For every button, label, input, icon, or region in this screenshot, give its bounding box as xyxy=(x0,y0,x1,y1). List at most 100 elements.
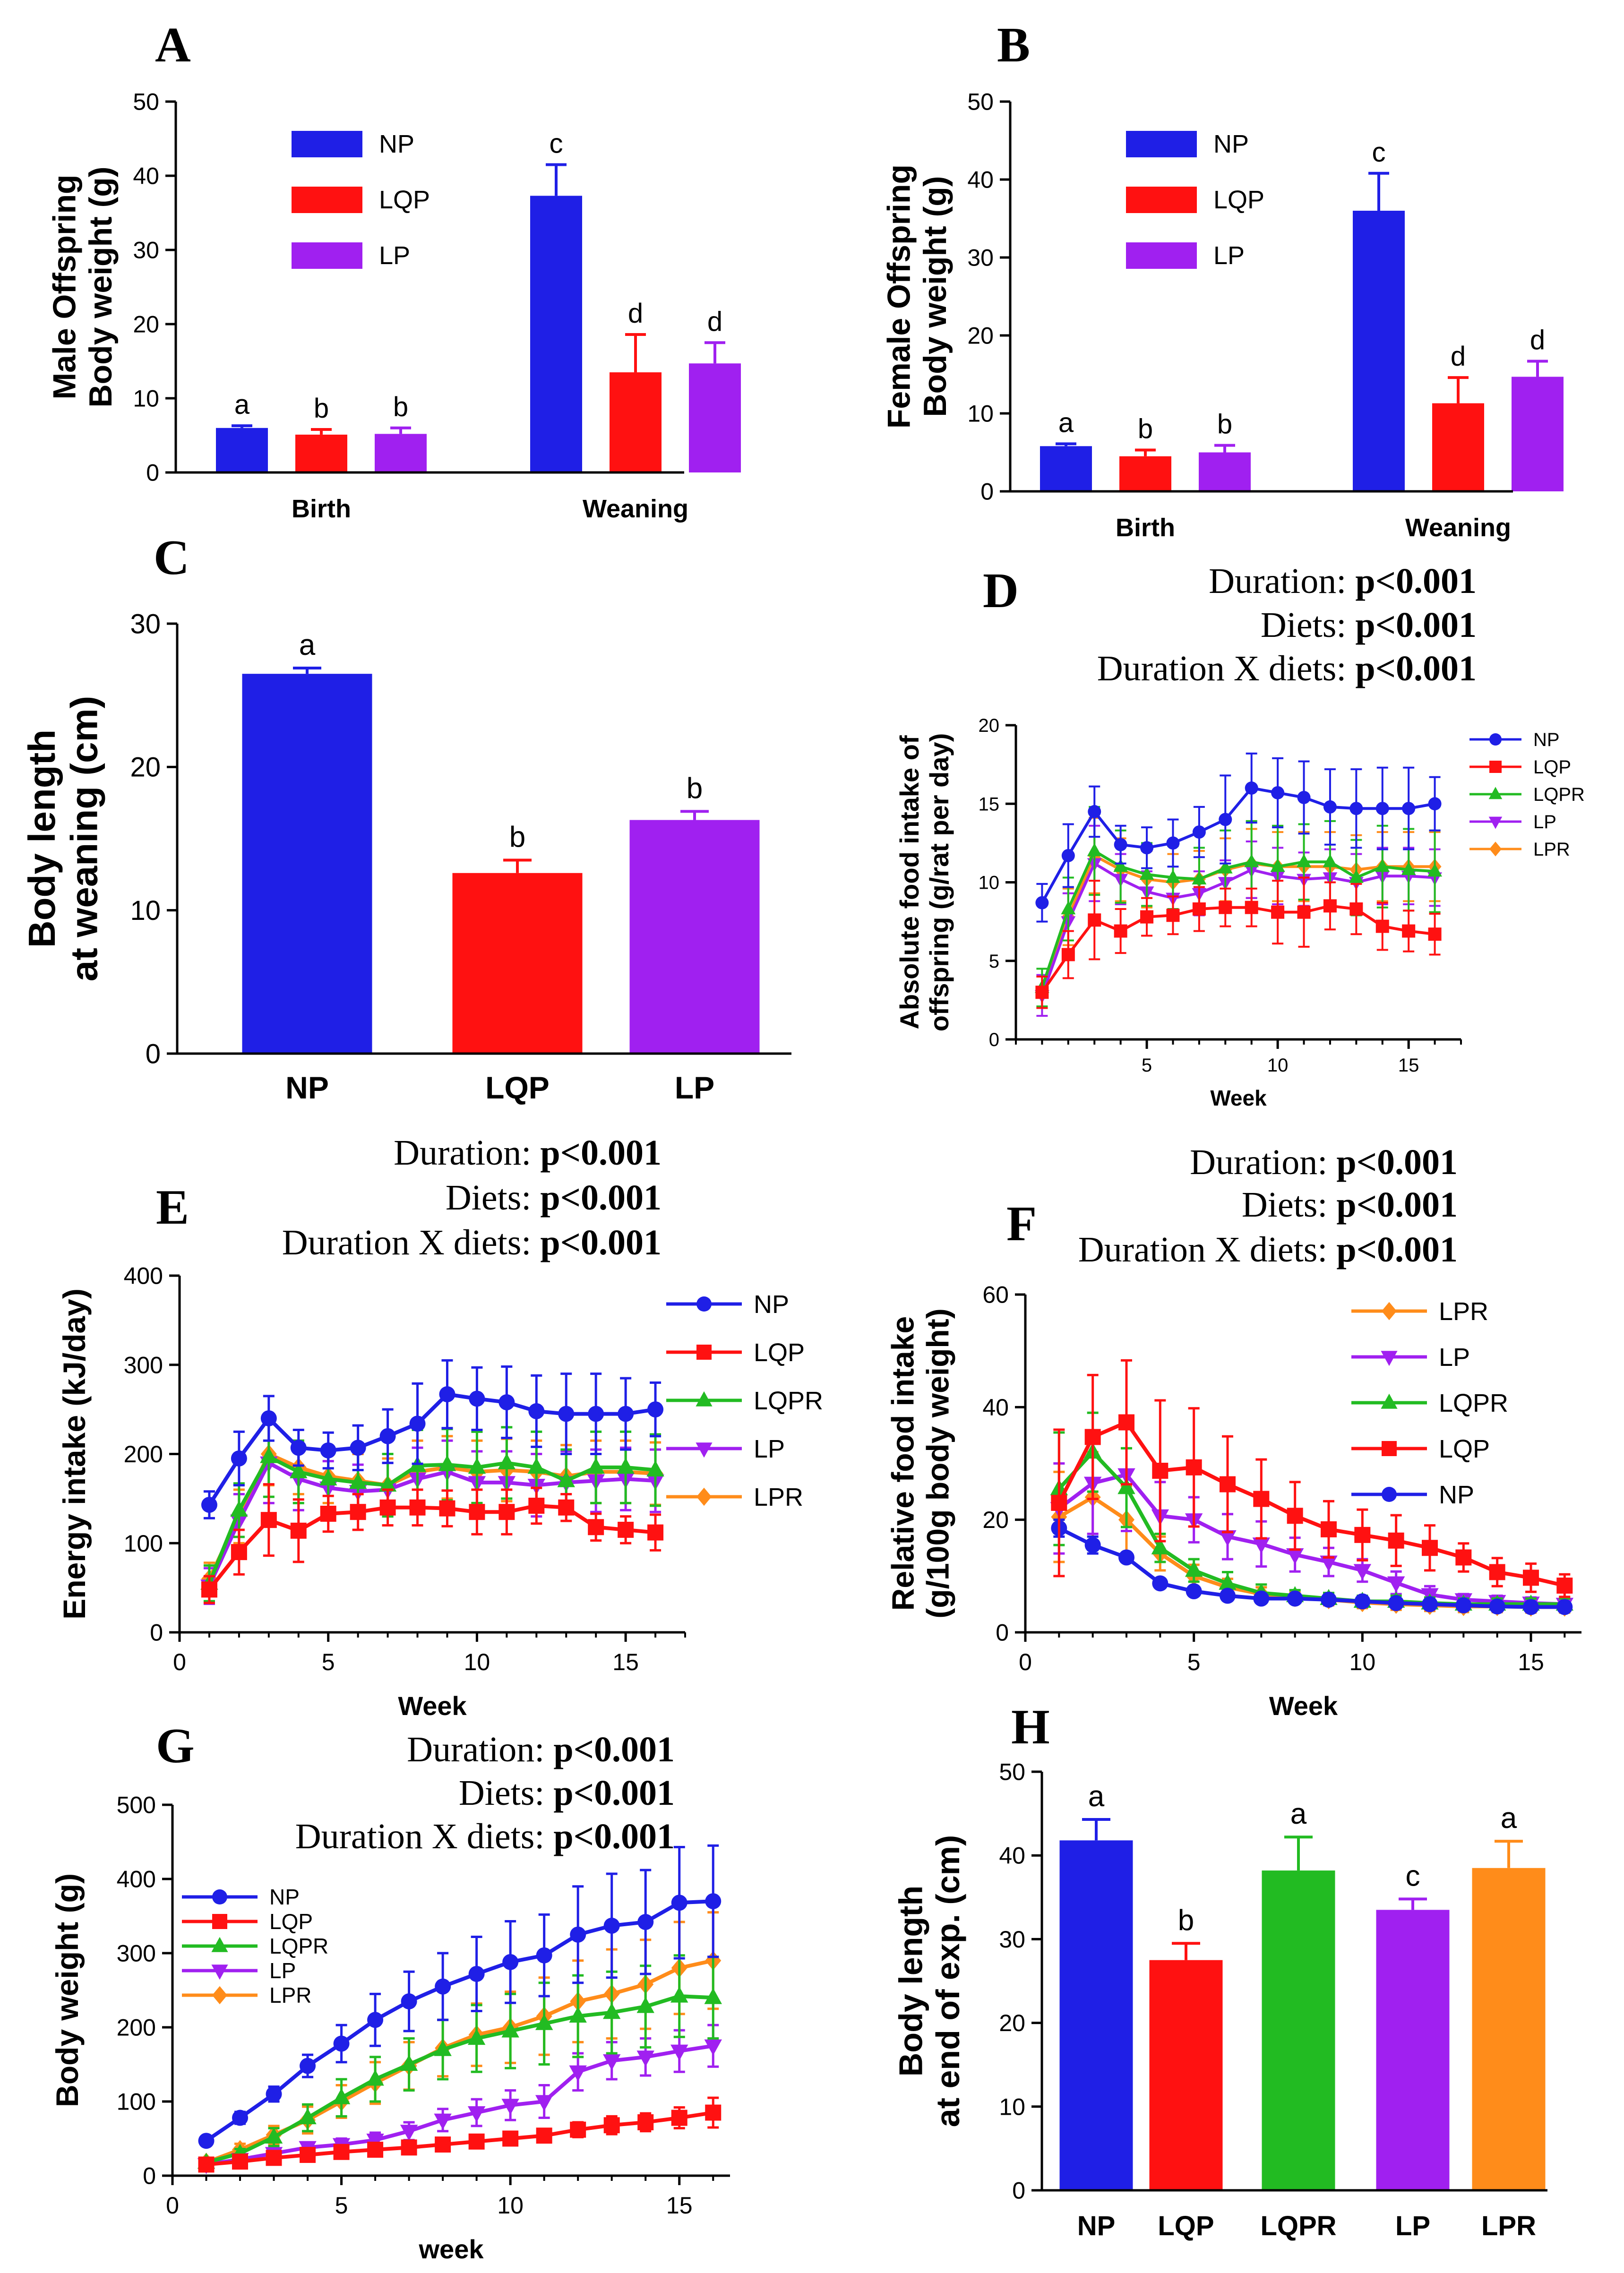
x-tick-label: 5 xyxy=(1142,1055,1152,1076)
legend-label: LPR xyxy=(269,1983,311,2007)
data-point xyxy=(1035,986,1049,999)
data-point xyxy=(349,1473,367,1489)
legend-label: LQP xyxy=(1439,1435,1490,1463)
data-point xyxy=(439,1386,455,1403)
data-point xyxy=(1270,858,1285,872)
data-point xyxy=(704,2039,722,2056)
panel-letter: C xyxy=(154,530,189,585)
data-point xyxy=(1320,1555,1338,1572)
y-tick-label: 10 xyxy=(979,873,1000,893)
significance-letter: a xyxy=(234,389,250,420)
data-point xyxy=(498,1394,515,1411)
data-point xyxy=(1252,1537,1271,1554)
series-lqp xyxy=(1035,876,1442,1009)
data-point xyxy=(1381,1351,1398,1366)
data-point xyxy=(260,1410,277,1426)
legend-label: LQPR xyxy=(1439,1389,1508,1417)
data-point xyxy=(467,2106,486,2122)
data-point xyxy=(320,1505,336,1522)
data-point xyxy=(469,1390,485,1407)
series-np xyxy=(1051,1518,1573,1615)
y-tick-label: 0 xyxy=(980,479,994,505)
x-tick-label: 10 xyxy=(1267,1055,1289,1076)
data-point xyxy=(1422,1540,1438,1556)
stat-line: Duration X diets: p<0.001 xyxy=(1097,649,1477,688)
data-point xyxy=(1489,841,1502,857)
y-tick-label: 0 xyxy=(989,1029,999,1050)
significance-letter: b xyxy=(1217,409,1232,440)
y-axis-label-line: Female Offspring xyxy=(881,164,917,429)
y-tick-label: 0 xyxy=(146,460,159,486)
data-point xyxy=(647,1524,664,1541)
legend-label: LPR xyxy=(754,1483,803,1511)
series-line xyxy=(206,2044,713,2167)
legend-label: NP xyxy=(1533,729,1560,750)
y-axis-label: Absolute food intake ofoffspring (g/rat … xyxy=(894,733,954,1032)
panel-letter: E xyxy=(156,1179,189,1235)
x-tick-label: 5 xyxy=(1187,1649,1201,1675)
data-point xyxy=(646,1460,664,1477)
data-point xyxy=(501,2099,519,2115)
data-point xyxy=(1375,802,1389,815)
data-point xyxy=(366,2069,384,2086)
stat-value: p<0.001 xyxy=(1336,1142,1458,1182)
data-point xyxy=(636,2050,654,2067)
stat-line: Diets: p<0.001 xyxy=(1242,1185,1458,1225)
series-line xyxy=(1040,904,1435,993)
data-point xyxy=(290,1522,307,1539)
y-axis-label: Body weight (g) xyxy=(50,1873,85,2107)
data-point xyxy=(1556,1578,1573,1594)
x-category-label: NP xyxy=(1077,2211,1116,2241)
data-point xyxy=(1271,905,1285,919)
panel-letter: D xyxy=(983,563,1019,618)
data-point xyxy=(1271,786,1285,799)
bar xyxy=(530,196,582,472)
stat-line: Duration X diets: p<0.001 xyxy=(1078,1230,1458,1269)
x-tick-label: 15 xyxy=(666,2192,693,2219)
y-tick-label: 40 xyxy=(982,1394,1009,1421)
data-point xyxy=(1140,910,1154,924)
x-axis-label: Week xyxy=(1269,1691,1338,1721)
y-tick-label: 20 xyxy=(130,752,161,783)
data-point xyxy=(535,2095,553,2111)
y-axis-label-line: Body weight (g) xyxy=(83,167,119,408)
data-point xyxy=(379,1499,396,1516)
data-point xyxy=(299,2108,317,2125)
data-point xyxy=(602,2003,621,2019)
series-lqp xyxy=(201,1483,664,1604)
data-point xyxy=(1401,862,1416,875)
stat-value: p<0.001 xyxy=(1355,649,1477,688)
data-point xyxy=(696,1442,713,1458)
x-axis-label: week xyxy=(419,2234,484,2264)
data-point xyxy=(266,2150,282,2166)
panel-letter: A xyxy=(155,17,191,72)
y-axis-label: Male OffspringBody weight (g) xyxy=(47,167,119,408)
x-category-label: Birth xyxy=(292,495,351,523)
stat-label: Diets: xyxy=(1261,605,1356,645)
stat-value: p<0.001 xyxy=(1355,605,1477,645)
data-point xyxy=(1523,1599,1539,1615)
data-point xyxy=(1387,1576,1405,1593)
x-tick-label: 0 xyxy=(166,2192,179,2219)
data-point xyxy=(588,1406,604,1422)
stat-line: Duration X diets: p<0.001 xyxy=(282,1223,662,1262)
significance-letter: a xyxy=(1290,1798,1307,1830)
bar xyxy=(629,820,760,1054)
panel-letter: B xyxy=(997,17,1030,72)
data-point xyxy=(231,1450,247,1467)
series-line xyxy=(1040,849,1435,988)
legend-label: NP xyxy=(754,1290,789,1319)
significance-letter: a xyxy=(1058,407,1074,438)
x-category-label: NP xyxy=(285,1070,329,1105)
y-tick-label: 10 xyxy=(967,401,994,427)
panel-c: Ca NP b LQP b LP 0 10 20 30 Body lengthat weaning … xyxy=(21,530,791,1105)
data-point xyxy=(1323,854,1338,867)
y-tick-label: 0 xyxy=(146,1038,161,1069)
data-point xyxy=(350,1504,366,1520)
y-axis-label-line: Relative food intake xyxy=(885,1316,920,1611)
bar xyxy=(295,434,347,472)
x-tick-label: 15 xyxy=(1518,1649,1544,1675)
y-tick-label: 30 xyxy=(967,245,994,271)
